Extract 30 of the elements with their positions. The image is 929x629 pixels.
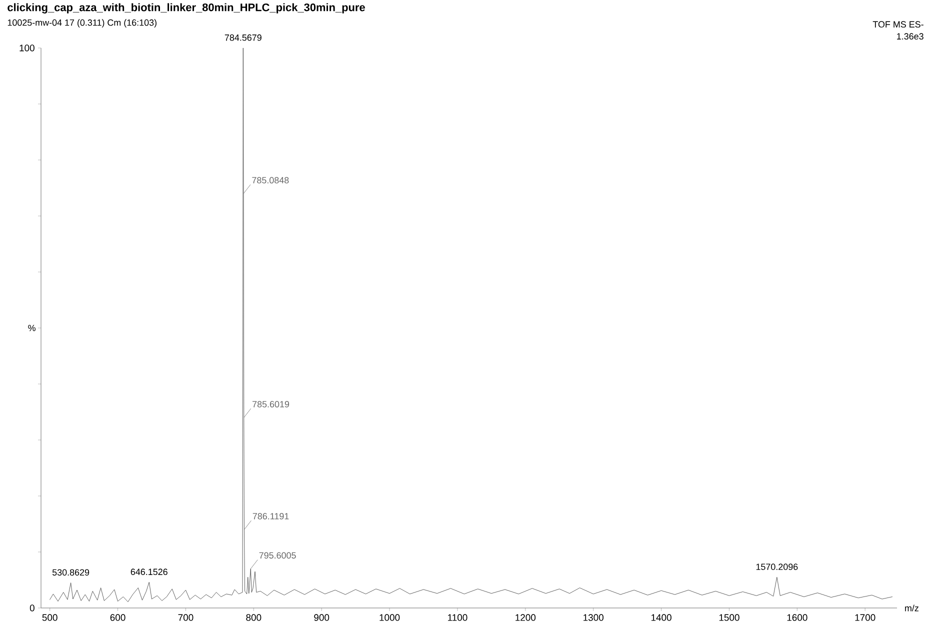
x-tick-label: 1100 [448, 614, 468, 621]
x-tick-label: 1300 [584, 614, 604, 621]
chart-subtitle: 10025-mw-04 17 (0.311) Cm (16:103) [8, 19, 156, 28]
text: 1.36e3 [897, 33, 924, 40]
text: TOF MS ES- [872, 21, 924, 28]
x-tick-label: 900 [314, 614, 330, 621]
x-tick-label: 800 [246, 614, 262, 621]
x-axis-title: m/z [905, 604, 918, 612]
x-tick-label: 1000 [380, 614, 400, 621]
annotation: 795.6005 [259, 552, 296, 559]
annotation: 1570.2096 [756, 564, 798, 570]
annotation: 784.5679 [224, 34, 262, 41]
x-tick-label: 700 [178, 614, 194, 621]
annotation: 785.0848 [252, 177, 289, 184]
annotation: 530.8629 [52, 569, 90, 576]
x-tick-label: 500 [42, 614, 58, 621]
x-tick-label: 1200 [516, 614, 536, 621]
line-series [50, 48, 892, 602]
annotation: 786.1191 [252, 513, 289, 520]
x-tick-label: 1500 [719, 614, 740, 621]
annotation: 646.1526 [130, 568, 168, 576]
x-tick-label: 1700 [855, 614, 876, 621]
y-tick-label: 100 [20, 44, 34, 52]
x-tick-label: 600 [110, 614, 126, 621]
chart-title: clicking_cap_aza_with_biotin_linker_80min_HPLC_pick_30min_pure [8, 3, 365, 14]
y-tick-label: 0 [30, 604, 34, 612]
x-tick-label: 1600 [787, 614, 808, 621]
annotation: 785.6019 [252, 401, 290, 408]
x-tick-label: 1400 [651, 614, 672, 621]
y-axis-title: % [28, 324, 36, 332]
